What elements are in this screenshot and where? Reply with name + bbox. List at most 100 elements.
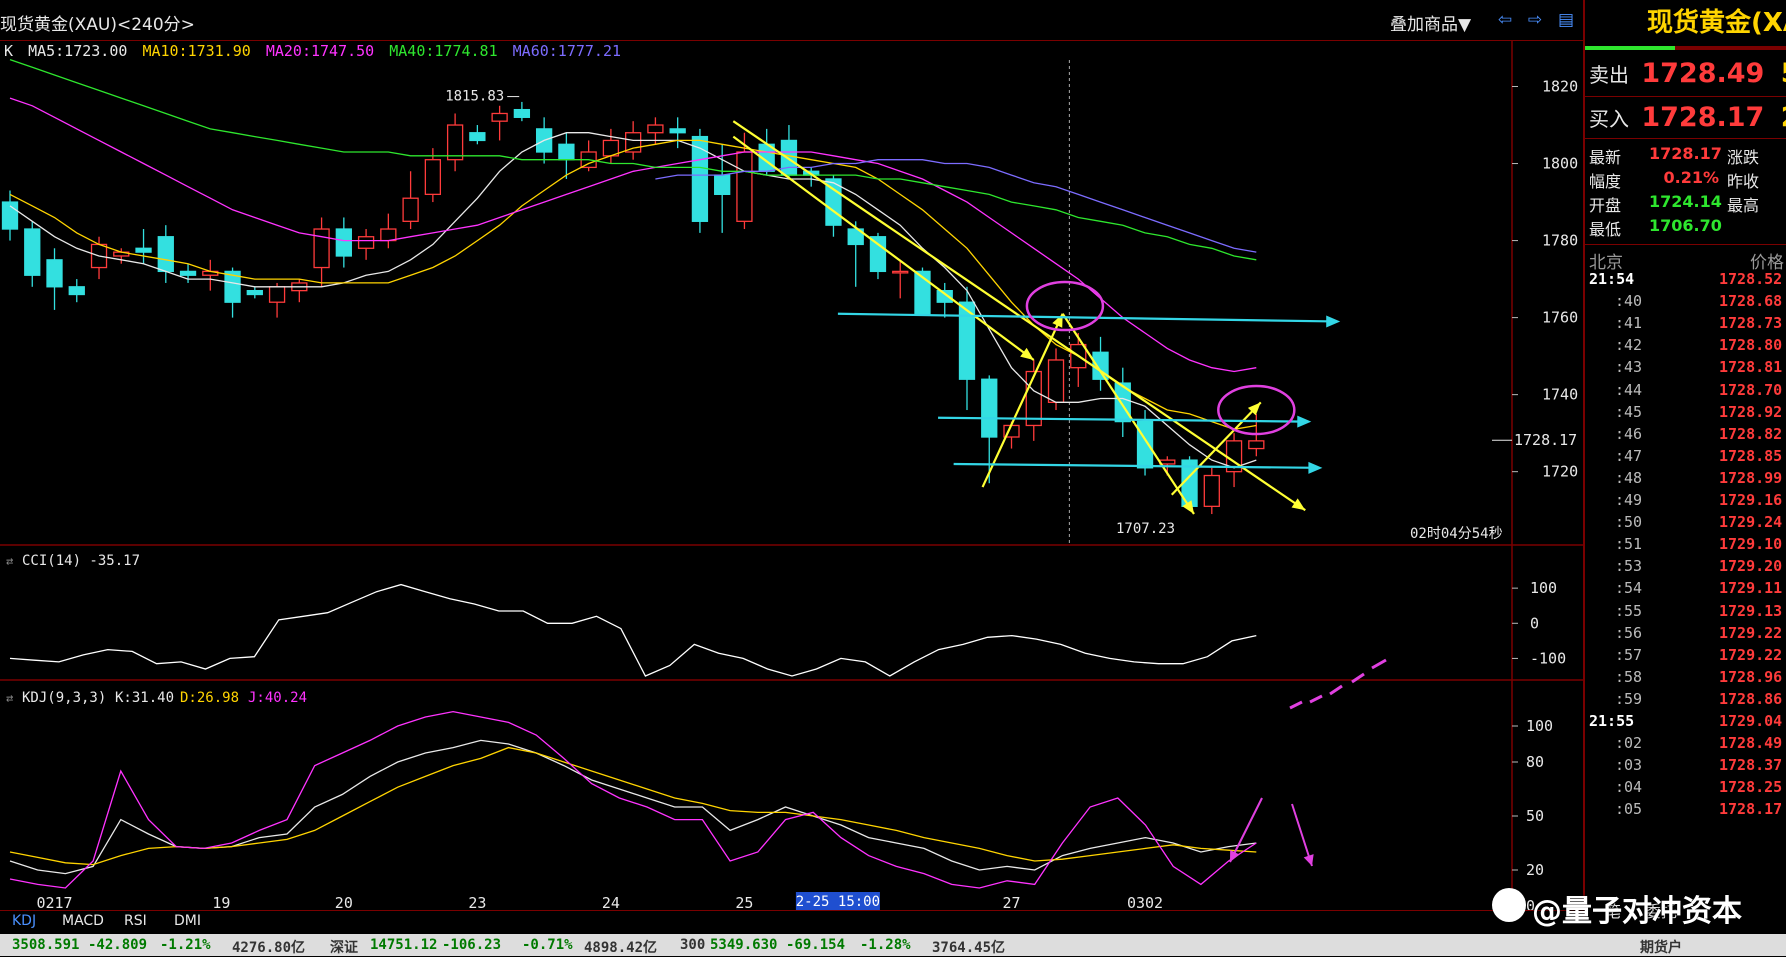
nav-left-icon[interactable]: ⇦ (1497, 10, 1513, 30)
tick-time: :51 (1615, 535, 1643, 554)
trendline-arrowhead (1247, 402, 1261, 416)
trendline (1061, 313, 1195, 515)
cci-line (9, 583, 1257, 677)
tab-macd[interactable]: MACD (62, 913, 104, 929)
tick-price: 1728.99 (1719, 468, 1783, 487)
candle-up (268, 286, 286, 303)
ma-line-ma10 (9, 139, 1257, 430)
candle-up (491, 112, 508, 122)
trendline (732, 135, 1035, 361)
stat-label: 最低 (1589, 220, 1622, 239)
layout-icon[interactable]: ▤ (1557, 10, 1575, 30)
tab-kdj[interactable]: KDJ (12, 913, 37, 929)
tick-time: :53 (1615, 557, 1643, 576)
ma-line-ma60 (655, 159, 1257, 253)
tick-price: 1728.70 (1719, 380, 1783, 399)
tick-time: :55 (1615, 601, 1643, 620)
chart-title: 现货黄金(XAU)<240分> (0, 15, 195, 35)
stat-row: 最低 1706.70 (1589, 216, 1722, 240)
trendline (981, 313, 1064, 488)
trendline-arrowhead (1182, 500, 1194, 515)
y-tick-label: 1760 (1542, 309, 1578, 327)
candle-down (936, 289, 953, 303)
candle-down (24, 228, 41, 276)
tick-price: 1728.81 (1719, 358, 1783, 377)
kdj-line-d (9, 746, 1257, 866)
stat-label: 幅度 (1589, 172, 1622, 191)
cci-arrow-mark (1371, 658, 1387, 670)
y-tick-label: 50 (1526, 807, 1544, 825)
status-item: -69.154 (786, 937, 846, 953)
trendline (1170, 401, 1262, 496)
kdj-legend-j: J:40.24 (248, 690, 307, 706)
candle-down (157, 236, 174, 273)
tick-time: :58 (1615, 667, 1643, 686)
nav-right-icon[interactable]: ⇨ (1527, 10, 1543, 30)
watermark: @量子对冲资本 (1532, 894, 1742, 929)
tick-time: :44 (1615, 380, 1643, 399)
status-item: 14751.12 (370, 937, 438, 953)
tab-rsi[interactable]: RSI (124, 913, 147, 929)
ma-legend-ma60: MA60:1777.21 (512, 42, 622, 60)
kdj-line-j (9, 710, 1257, 889)
support-line (938, 416, 1306, 423)
tick-time: :05 (1615, 800, 1643, 819)
support-line-arrowhead (1297, 415, 1312, 428)
quote-tab-1[interactable]: 委托 (1645, 902, 1678, 921)
tick-price: 1728.17 (1719, 800, 1783, 819)
chart-canvas[interactable]: 1720 1740 1760 1780 1800 1820 1728.17 1815.83 17… (0, 40, 1583, 910)
candle-down (691, 135, 709, 222)
tick-price: 1728.25 (1719, 778, 1783, 797)
candle-up (1025, 370, 1042, 427)
low-label: 1707.23 (1116, 521, 1175, 537)
stat-row: 最新 1728.17 涨跌 (1589, 144, 1759, 168)
candle-up (357, 236, 375, 249)
cci-arrow-mark (1309, 694, 1323, 704)
status-item: -42.809 (88, 937, 148, 953)
tick-time: :46 (1615, 424, 1643, 443)
candle-down (714, 174, 731, 196)
tick-time: 21:54 (1589, 270, 1635, 288)
status-item: 5349.630 (710, 937, 778, 953)
ma-legend-ma5: MA5:1723.00 (28, 42, 128, 60)
trendline-arrowhead (1020, 347, 1034, 360)
support-line (837, 312, 1335, 323)
chart-title-bar (0, 0, 1583, 41)
candle-down (847, 228, 864, 246)
candle-down (558, 143, 575, 161)
quote-tab-0[interactable]: 笔 (1605, 902, 1622, 921)
ma-legend-k: K (4, 42, 14, 60)
y-tick-label: -100 (1530, 649, 1566, 667)
y-tick-label: 80 (1526, 753, 1544, 771)
status-item: 3764.45亿 (932, 940, 1006, 956)
candle-up (1203, 474, 1220, 507)
tick-time: 21:55 (1589, 712, 1635, 730)
x-tick-label: 25 (735, 894, 753, 910)
tick-price: 1728.86 (1719, 689, 1783, 708)
y-tick-label: 1800 (1542, 155, 1578, 173)
tab-dmi[interactable]: DMI (174, 913, 201, 929)
highlight-circle (1025, 280, 1105, 332)
stat-label: 最新 (1589, 148, 1622, 167)
cci-arrow-mark (1329, 684, 1343, 696)
sell-price: 1728.49 (1641, 58, 1765, 89)
status-item: -106.23 (442, 937, 502, 953)
sell-label: 卖出 (1589, 63, 1629, 87)
tick-price: 1728.37 (1719, 756, 1783, 775)
overlay-commodity-button[interactable]: 叠加商品▼ (1390, 15, 1472, 35)
x-tick-label: 23 (468, 894, 486, 910)
cursor-date-label: 2-25 15:00 (796, 894, 880, 910)
kdj-arrow-head (1230, 850, 1240, 862)
cci-arrow-mark (1289, 700, 1303, 710)
stat-label-2: 昨收 (1727, 172, 1760, 191)
candle-down (981, 378, 998, 438)
countdown-label: 02时04分54秒 (1410, 526, 1503, 542)
trendline-arrowhead (1291, 498, 1306, 511)
stat-value: 1728.17 (1649, 144, 1722, 163)
panel-swap-icon: ⇄ (6, 691, 13, 705)
y-tick-label: 20 (1526, 861, 1544, 879)
buy-label: 买入 (1589, 107, 1629, 131)
tick-price: 1729.04 (1719, 712, 1783, 730)
cci-arrow-mark (1351, 672, 1365, 684)
stat-label-2: 最高 (1727, 196, 1760, 215)
